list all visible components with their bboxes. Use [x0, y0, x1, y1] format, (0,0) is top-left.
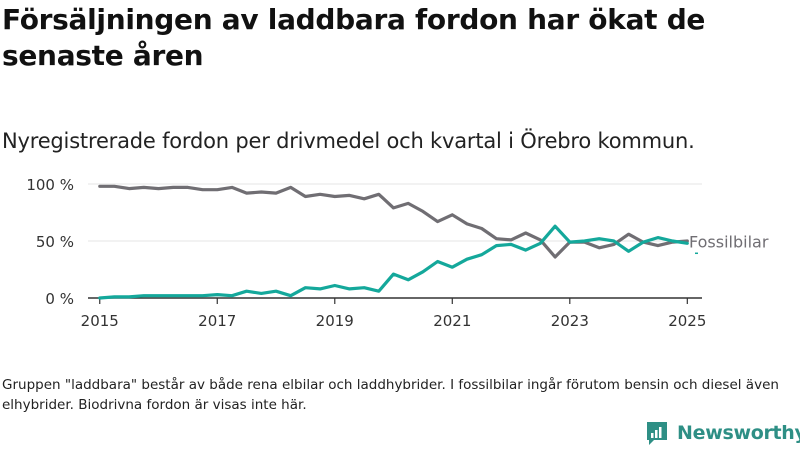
brand-name: Newsworthy [677, 422, 800, 444]
x-tick-label: 2021 [433, 312, 471, 330]
line-chart: 0 % 50 % 100 % 2015 2017 2019 2021 2023 2025 Fo… [26, 176, 770, 330]
y-axis-ticks: 0 % 50 % 100 % [26, 176, 74, 308]
series-label-fossilbilar: Fossilbilar [689, 233, 769, 252]
series-lines [98, 184, 689, 300]
y-tick-label: 0 % [45, 290, 74, 308]
chart-title: Försäljningen av laddbara fordon har öka… [2, 3, 706, 72]
grid-lines [88, 183, 702, 242]
x-tick-label: 2017 [198, 312, 236, 330]
x-tick-label: 2019 [316, 312, 354, 330]
x-tick-label: 2023 [551, 312, 589, 330]
series-line-fossilbilar [98, 184, 689, 259]
y-tick-label: 50 % [36, 233, 74, 251]
series-labels: Fossilbilar [688, 231, 770, 255]
footnote: Gruppen "laddbara" består av både rena e… [2, 377, 779, 413]
newsworthy-logo-icon [647, 422, 667, 445]
newsworthy-brand[interactable]: Newsworthy [645, 419, 800, 447]
series-line-laddbara [98, 224, 689, 300]
chart-subtitle: Nyregistrerade fordon per drivmedel och … [2, 129, 695, 153]
x-axis-ticks: 2015 2017 2019 2021 2023 2025 [81, 298, 706, 330]
y-tick-label: 100 % [26, 176, 74, 194]
x-tick-label: 2025 [668, 312, 706, 330]
x-tick-label: 2015 [81, 312, 119, 330]
